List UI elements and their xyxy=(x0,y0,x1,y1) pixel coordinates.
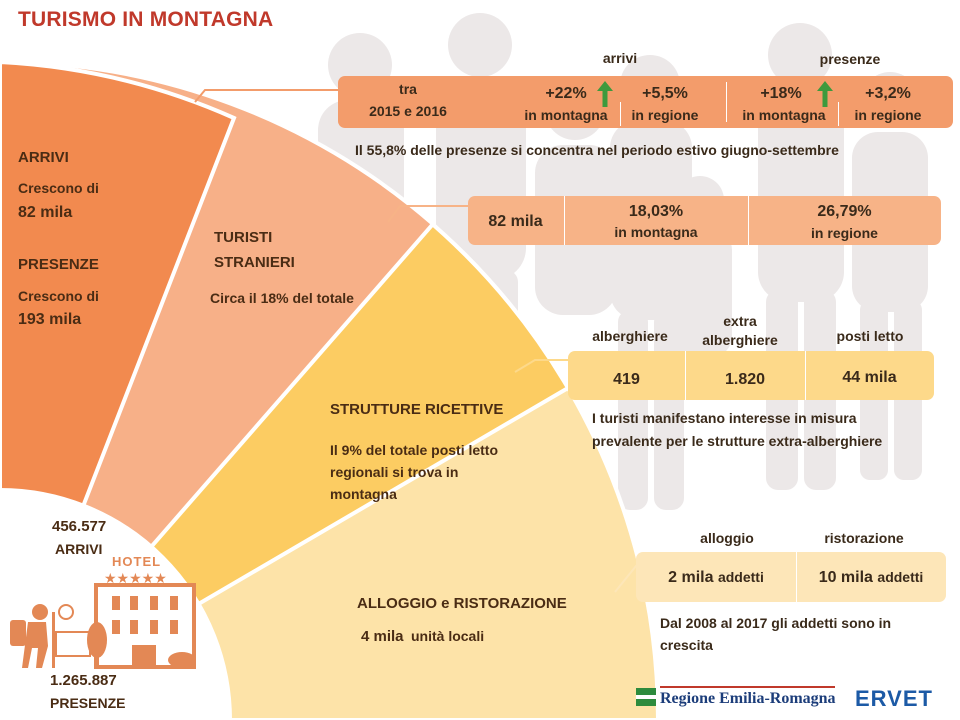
arrivi-regione-value: +5,5% xyxy=(642,85,688,102)
stranieri-label-1: TURISTI xyxy=(214,229,273,246)
divider xyxy=(564,196,565,245)
divider xyxy=(726,82,727,122)
divider xyxy=(796,552,797,602)
divider xyxy=(620,102,621,126)
arrivi-montagna-value: +22% xyxy=(545,85,587,102)
header-posti-letto: posti letto xyxy=(836,328,904,344)
period-line-2: 2015 e 2016 xyxy=(369,103,447,119)
ristorazione-addetti: 10 mila addetti xyxy=(796,568,946,587)
strutture-text-3: montagna xyxy=(330,486,397,502)
stranieri-text: Circa il 18% del totale xyxy=(210,290,354,306)
presenze-regione-value: +3,2% xyxy=(865,85,911,102)
map-icon xyxy=(55,604,91,657)
arrivi-text-2: 82 mila xyxy=(18,204,73,221)
header-ristorazione: ristorazione xyxy=(824,530,904,546)
arrivi-text-1: Crescono di xyxy=(18,180,99,196)
presenze-regione-label: in regione xyxy=(854,107,922,123)
ervet-logo: ERVET xyxy=(855,686,933,711)
presenze-text-1: Crescono di xyxy=(18,288,99,304)
presenze-text-2: 193 mila xyxy=(18,311,82,328)
alloggio-value-line: 4 mila unità locali xyxy=(361,628,484,646)
note-addetti-1: Dal 2008 al 2017 gli addetti sono in xyxy=(660,615,892,631)
stranieri-label-2: STRANIERI xyxy=(214,254,295,271)
hotel-sign: HOTEL xyxy=(112,554,162,569)
alloggio-addetti: 2 mila addetti xyxy=(636,568,796,587)
presenze-montagna-value: +18% xyxy=(760,85,802,102)
regione-flag-icon xyxy=(636,688,656,706)
divider xyxy=(685,351,686,400)
arrow-up-icon xyxy=(597,81,613,107)
divider xyxy=(838,102,839,126)
extra-alberghiere-value: 1.820 xyxy=(724,371,766,388)
alberghiere-value: 419 xyxy=(613,371,640,388)
stranieri-montagna-value: 18,03% xyxy=(628,203,684,220)
arrivi-regione-label: in regione xyxy=(631,107,699,123)
strutture-text-1: Il 9% del totale posti letto xyxy=(330,442,499,458)
svg-text:★★★★★: ★★★★★ xyxy=(104,571,167,587)
regione-logo-line xyxy=(660,686,835,688)
header-alloggio: alloggio xyxy=(700,530,754,546)
bar-arrivi-presenze: tra 2015 e 2016 +22% in montagna +5,5% i… xyxy=(338,76,953,128)
header-extra-2: alberghiere xyxy=(702,332,778,348)
hotel-icon xyxy=(94,583,196,669)
page-title: TURISMO IN MONTAGNA xyxy=(18,8,274,31)
header-arrivi: arrivi xyxy=(602,50,638,66)
regione-logo-text: Regione Emilia-Romagna xyxy=(660,690,836,707)
total-arrivi-label: ARRIVI xyxy=(55,541,103,557)
note-strutture-1: I turisti manifestano interesse in misur… xyxy=(592,410,857,426)
ristorazione-addetti-unit: addetti xyxy=(877,569,924,585)
divider xyxy=(748,196,749,245)
tree-icon xyxy=(87,622,107,667)
period-line-1: tra xyxy=(399,81,417,97)
stars-icon: ★★★★★ xyxy=(104,571,167,587)
note-strutture-2: prevalente per le strutture extra-alberg… xyxy=(592,433,883,449)
note-presenze-estive: Il 55,8% delle presenze si concentra nel… xyxy=(355,142,839,158)
arrow-up-icon xyxy=(817,81,833,107)
presenze-montagna-label: in montagna xyxy=(742,107,826,123)
total-arrivi-value: 456.577 xyxy=(52,518,107,535)
arrivi-montagna-label: in montagna xyxy=(524,107,608,123)
alloggio-unit: unità locali xyxy=(410,628,485,644)
header-presenze: presenze xyxy=(819,51,881,67)
strutture-label: STRUTTURE RICETTIVE xyxy=(330,401,504,418)
stranieri-regione-label: in regione xyxy=(811,225,878,241)
total-presenze-value: 1.265.887 xyxy=(50,672,117,689)
note-addetti-2: crescita xyxy=(660,637,713,653)
bar-alloggio: 2 mila addetti 10 mila addetti xyxy=(636,552,946,602)
header-extra-1: extra xyxy=(723,313,757,329)
stranieri-regione-value: 26,79% xyxy=(817,203,872,220)
header-alberghiere: alberghiere xyxy=(592,328,668,344)
arrivi-label: ARRIVI xyxy=(18,149,69,166)
hiker-icon xyxy=(10,604,55,668)
total-presenze-label: PRESENZE xyxy=(50,695,126,711)
strutture-text-2: regionali si trova in xyxy=(330,464,459,480)
bar-stranieri: 82 mila 18,03% in montagna 26,79% in reg… xyxy=(468,196,941,245)
ristorazione-addetti-value: 10 mila xyxy=(818,569,873,586)
bar-strutture: 419 1.820 44 mila xyxy=(568,351,934,400)
presenze-label: PRESENZE xyxy=(18,256,99,273)
posti-letto-value: 44 mila xyxy=(842,369,897,386)
alloggio-addetti-value: 2 mila xyxy=(668,569,714,586)
alloggio-addetti-unit: addetti xyxy=(717,569,764,585)
divider xyxy=(805,351,806,400)
alloggio-label: ALLOGGIO e RISTORAZIONE xyxy=(357,595,567,612)
alloggio-value: 4 mila xyxy=(361,628,404,645)
stranieri-montagna-label: in montagna xyxy=(614,224,698,240)
stranieri-value: 82 mila xyxy=(488,213,543,230)
